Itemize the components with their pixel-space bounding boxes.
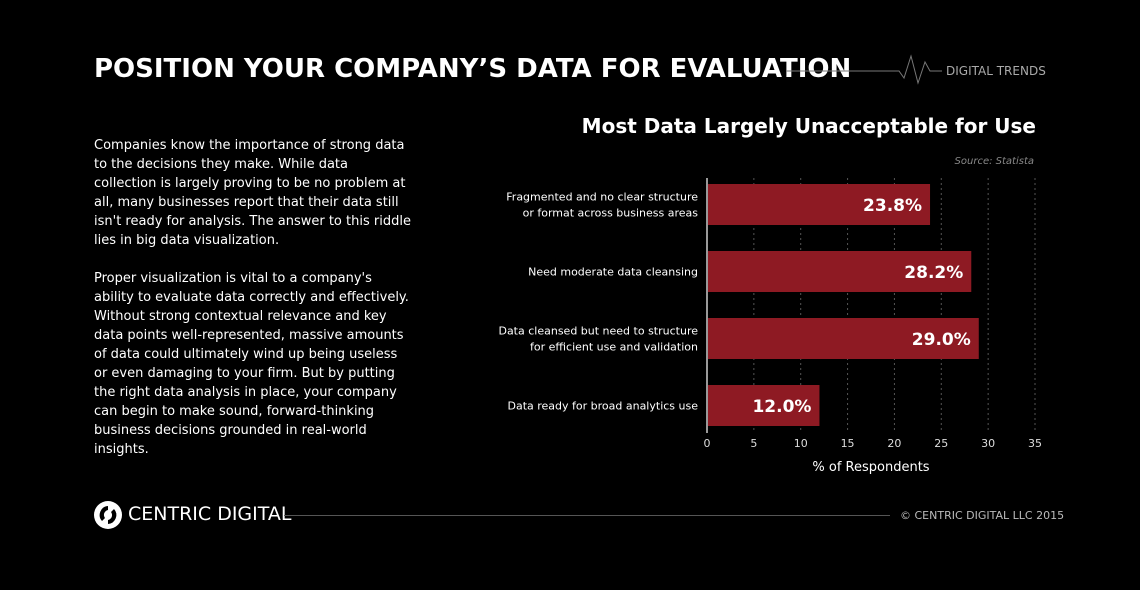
bar-value-label: 28.2% xyxy=(904,263,963,283)
bar-value-label: 23.8% xyxy=(863,196,922,216)
paragraph: Companies know the importance of strong … xyxy=(94,138,411,248)
heartbeat-line-icon xyxy=(786,54,942,85)
x-tick-label: 15 xyxy=(841,437,855,450)
category-label: Data cleansed but need to structure xyxy=(498,325,698,338)
x-tick-label: 30 xyxy=(981,437,995,450)
bar xyxy=(708,318,979,359)
copyright: © CENTRIC DIGITAL LLC 2015 xyxy=(900,509,1065,522)
x-tick-label: 0 xyxy=(704,437,711,450)
bar-value-label: 12.0% xyxy=(752,397,811,417)
category-label: Data ready for broad analytics use xyxy=(507,400,698,413)
category-label: Need moderate data cleansing xyxy=(528,266,698,279)
category-label: for efficient use and validation xyxy=(530,341,698,354)
x-tick-label: 20 xyxy=(887,437,901,450)
logo-text: CENTRIC DIGITAL xyxy=(128,503,292,525)
bar xyxy=(708,385,820,426)
x-tick-label: 10 xyxy=(794,437,808,450)
chart-source: Source: Statista xyxy=(954,156,1034,167)
brand-label: DIGITAL TRENDS xyxy=(946,64,1046,78)
category-label: Fragmented and no clear structure xyxy=(506,191,698,204)
x-tick-label: 25 xyxy=(934,437,948,450)
bar-value-label: 29.0% xyxy=(912,330,971,350)
page-title: POSITION YOUR COMPANY’S DATA FOR EVALUAT… xyxy=(94,54,852,84)
chart-title: Most Data Largely Unacceptable for Use xyxy=(581,114,1036,138)
category-label: or format across business areas xyxy=(523,207,699,220)
x-tick-label: 35 xyxy=(1028,437,1042,450)
x-axis-label: % of Respondents xyxy=(812,460,929,475)
bar xyxy=(708,184,931,225)
paragraph: Proper visualization is vital to a compa… xyxy=(94,271,409,457)
bar xyxy=(708,251,972,292)
body-text: Companies know the importance of strong … xyxy=(94,136,414,478)
x-tick-label: 5 xyxy=(750,437,757,450)
centric-digital-logo-icon xyxy=(94,501,122,529)
footer-divider xyxy=(284,515,890,516)
